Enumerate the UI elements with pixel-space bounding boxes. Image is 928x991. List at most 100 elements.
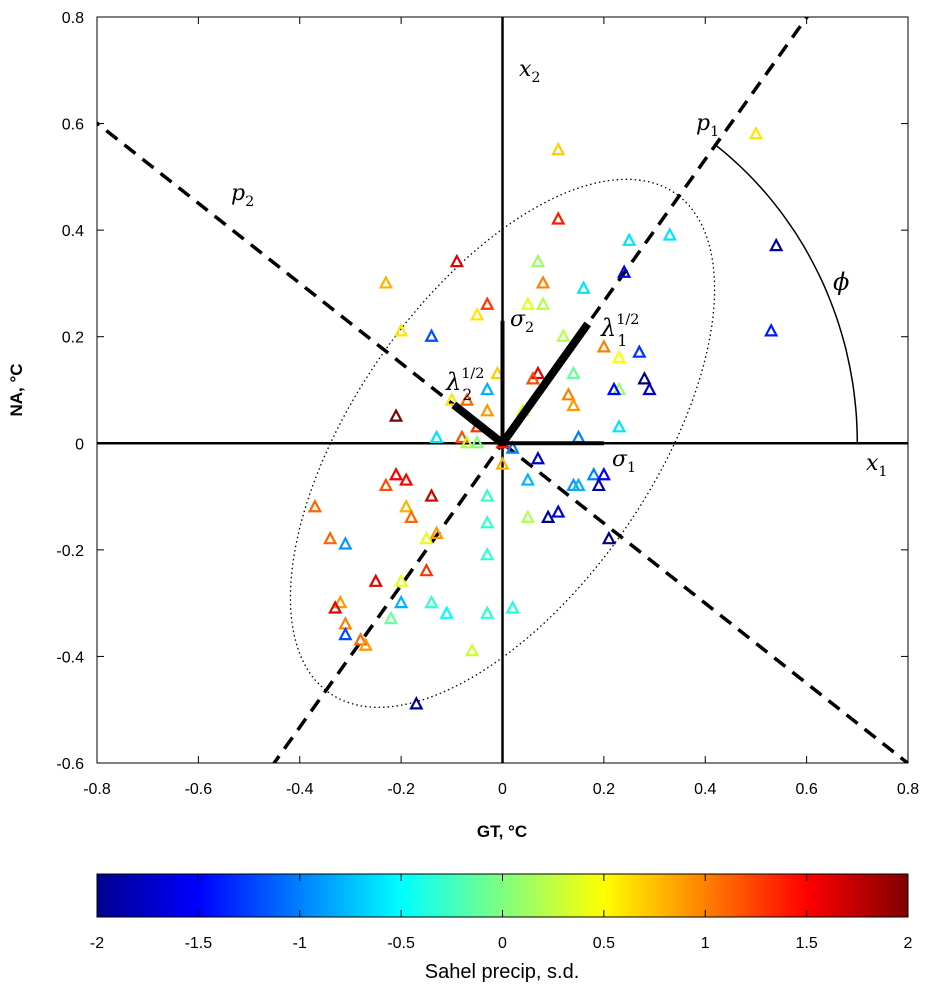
lambda1-label-sub: 1: [617, 332, 627, 350]
x-tick-label: -0.4: [286, 781, 314, 798]
colorbar-tick-label: -1.5: [185, 935, 213, 952]
scatter-point: [424, 328, 439, 342]
scatter-point: [530, 450, 546, 465]
p2-label-sub: 2: [245, 194, 254, 210]
scatter-point: [596, 339, 612, 353]
colorbar-tick-label: -1: [293, 935, 307, 952]
scatter-point: [769, 237, 784, 252]
scatter-point: [611, 418, 627, 433]
scatter-point: [338, 536, 353, 550]
sigma1-label-symbol: σ: [612, 447, 628, 472]
p2-label-symbol: p: [231, 181, 245, 206]
scatter-point: [530, 365, 546, 380]
scatter-point: [338, 626, 353, 641]
x2-label-symbol: x: [519, 57, 532, 82]
scatter-point: [470, 434, 485, 449]
scatter-point: [748, 125, 764, 140]
scatter-point: [551, 211, 566, 225]
scatter-point: [424, 594, 439, 609]
scatter-point: [393, 573, 409, 587]
x-tick-label: -0.2: [387, 781, 415, 798]
scatter-point: [480, 488, 495, 502]
scatter-point: [358, 637, 373, 651]
scatter-point: [419, 562, 434, 577]
lambda1-label: λ1/2 1: [600, 312, 639, 350]
scatter-point: [617, 264, 632, 278]
scatter-point: [535, 275, 551, 289]
y-tick-label: 0.6: [62, 117, 84, 134]
y-tick-label: 0.2: [62, 330, 84, 347]
colorbar-tick-label: 1: [701, 935, 710, 952]
scatter-point: [566, 397, 581, 412]
scatter-point: [449, 253, 465, 268]
y-tick-label: -0.2: [56, 543, 84, 560]
scatter-point: [632, 344, 647, 358]
x1-label-sub: 1: [878, 464, 887, 480]
lambda2-label-sub: 2: [462, 386, 472, 404]
scatter-point: [307, 498, 323, 513]
lambda2-bar: [451, 401, 505, 447]
y-tick-label: 0.8: [62, 10, 84, 27]
scatter-point: [429, 525, 444, 539]
scatter-point: [399, 472, 414, 486]
sigma2-label-symbol: σ: [510, 307, 526, 332]
p1-label-symbol: p: [696, 111, 710, 136]
scatter-point: [383, 610, 399, 625]
y-tick-label: 0.4: [62, 223, 84, 240]
p1-label: p1: [696, 111, 719, 140]
phi-arc: [715, 144, 859, 444]
data-points: [307, 125, 784, 710]
y-tick-label: -0.6: [56, 756, 84, 773]
x-tick-label: 0.8: [897, 781, 919, 798]
scatter-point: [399, 498, 414, 513]
scatter-point: [459, 392, 475, 406]
x-tick-label: -0.6: [185, 781, 213, 798]
sigma1-label: σ1: [612, 447, 636, 476]
x-axis-label: GT, °C: [477, 822, 527, 841]
scatter-point: [388, 408, 404, 422]
y-tick-label: -0.4: [56, 649, 84, 666]
phi-label-symbol: ϕ: [833, 268, 849, 296]
p2-label: p2: [231, 181, 254, 210]
scatter-point: [323, 530, 338, 545]
scatter-point: [333, 594, 348, 609]
scatter-point: [368, 573, 383, 587]
scatter-point: [480, 402, 495, 417]
scatter-point: [601, 530, 617, 545]
scatter-point: [505, 600, 520, 614]
scatter-point: [404, 509, 419, 523]
scatter-point: [480, 605, 495, 619]
sigma2-label-sub: 2: [525, 320, 534, 336]
scatter-point: [520, 509, 535, 523]
x2-label-sub: 2: [531, 70, 540, 86]
scatter-point: [480, 296, 495, 310]
scatter-point: [525, 370, 541, 385]
colorbar-tick-label: -0.5: [387, 935, 415, 952]
scatter-point: [561, 386, 576, 401]
scatter-point: [551, 504, 566, 518]
axis-ticks: -0.8 -0.6 -0.4 -0.2 0 0.2 0.4 0.6 0.8 -0.6 -0.4 -0.…: [56, 10, 919, 798]
scatter-point: [378, 477, 394, 492]
scatter-point: [480, 546, 495, 561]
scatter-point: [520, 472, 535, 486]
scatter-point: [556, 328, 571, 342]
scatter-point: [535, 296, 551, 310]
scatter-point: [490, 365, 505, 380]
scatter-point: [764, 323, 779, 337]
scatter-point: [393, 594, 409, 609]
scatter-point: [586, 466, 601, 481]
scatter-point: [576, 280, 591, 294]
scatter-point: [424, 488, 439, 502]
colorbar-tick-label: 0.5: [593, 935, 615, 952]
scatter-point: [642, 381, 657, 396]
lambda2-label-symbol: λ: [445, 368, 461, 396]
scatter-point: [470, 307, 485, 321]
colorbar-tick-label: 1.5: [796, 935, 818, 952]
scatter-point: [409, 696, 424, 710]
colorbar-ticks: -2 -1.5 -1 -0.5 0 0.5 1 1.5 2: [90, 874, 913, 952]
scatter-point: [454, 429, 470, 444]
x1-label: x1: [866, 451, 888, 480]
scatter-point: [353, 632, 368, 646]
y-axis-label: NA, °C: [7, 363, 26, 416]
